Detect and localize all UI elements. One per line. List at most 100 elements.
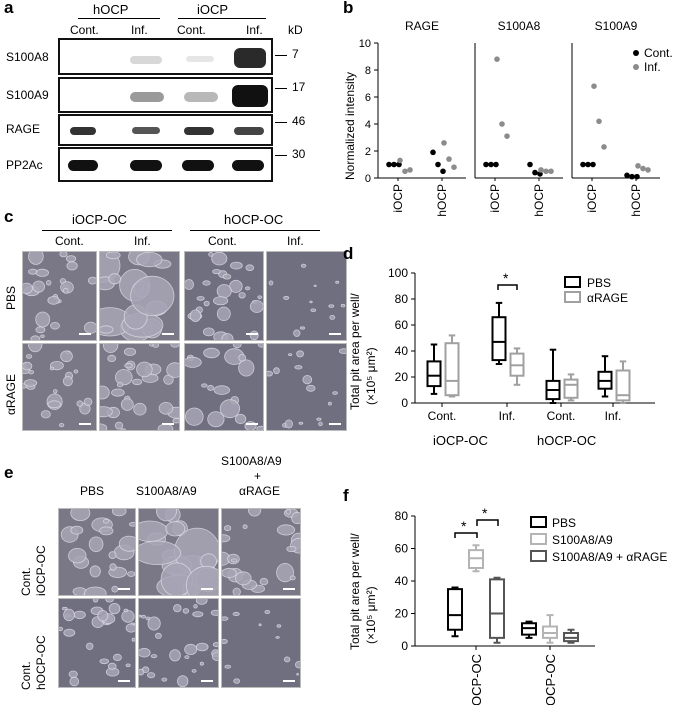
micrograph-texture bbox=[139, 509, 218, 595]
col-pbs-label: PBS bbox=[80, 484, 105, 498]
band bbox=[68, 160, 98, 171]
x-tick-label: iOCP-OC bbox=[469, 654, 484, 705]
data-point-inf bbox=[543, 168, 549, 175]
significance-bracket-1 bbox=[454, 532, 478, 538]
band bbox=[186, 56, 214, 62]
micrograph-texture bbox=[23, 252, 96, 340]
facet-title: S100A9 bbox=[595, 19, 638, 33]
legend-combo-swatch bbox=[530, 550, 547, 562]
data-point-inf bbox=[397, 157, 403, 164]
legend-s100-swatch bbox=[530, 533, 547, 545]
box-body bbox=[426, 360, 442, 388]
row-label-pp2ac: PP2Ac bbox=[6, 158, 43, 172]
y-tick-label: 0 bbox=[401, 396, 408, 410]
row-rage-label: αRAGE bbox=[4, 374, 18, 415]
band bbox=[232, 160, 264, 171]
data-point-inf bbox=[451, 164, 457, 170]
band bbox=[182, 160, 214, 171]
legend-pbs-swatch bbox=[564, 276, 581, 288]
kd-marker: 7 bbox=[292, 47, 299, 61]
band bbox=[130, 160, 162, 171]
y-tick-label: 6 bbox=[365, 92, 371, 104]
col-combo-label-2: + bbox=[254, 469, 262, 483]
kd-tick bbox=[275, 122, 287, 123]
data-point-inf bbox=[635, 163, 641, 169]
legend-pbs-swatch bbox=[530, 516, 547, 528]
box-body bbox=[444, 342, 460, 397]
data-point-inf bbox=[601, 144, 607, 150]
y-tick-label: 10 bbox=[359, 38, 371, 50]
micrograph-texture bbox=[267, 252, 346, 340]
data-point-cont bbox=[391, 161, 397, 168]
micrograph-texture bbox=[100, 344, 179, 430]
blot-s100a8 bbox=[58, 38, 273, 75]
box-body bbox=[489, 578, 505, 639]
x-tick-label: Cont. bbox=[547, 409, 576, 423]
row-label-rage: RAGE bbox=[6, 122, 41, 136]
band bbox=[132, 127, 160, 134]
micrograph-texture bbox=[222, 509, 300, 595]
data-point-inf bbox=[538, 167, 544, 173]
col-combo-label-3: αRAGE bbox=[239, 484, 280, 498]
data-point-cont bbox=[590, 161, 596, 168]
box-body bbox=[563, 378, 579, 399]
x-tick-label: iOCP bbox=[391, 184, 405, 213]
panel-d-ylabel-2: (×10⁵ μm²) bbox=[364, 347, 378, 405]
micrograph-texture bbox=[139, 599, 218, 687]
data-point-cont bbox=[493, 161, 499, 168]
data-point-cont bbox=[624, 172, 630, 179]
band bbox=[232, 85, 268, 107]
significance-bracket-2 bbox=[476, 519, 499, 526]
y-tick-label: 80 bbox=[395, 292, 409, 306]
blot-s100a9 bbox=[58, 77, 273, 113]
col-inf-2: Inf. bbox=[287, 234, 304, 248]
group-label-hocp-oc: hOCP-OC bbox=[537, 433, 596, 448]
micrograph-hocp-inf-pbs bbox=[266, 251, 347, 341]
panel-d-chart: Total pit area per well/ (×10⁵ μm²) 0 20 4… bbox=[348, 266, 655, 448]
micrograph-hocp-cont-rage bbox=[184, 343, 264, 431]
band bbox=[234, 127, 264, 135]
legend-rage-label: αRAGE bbox=[587, 291, 628, 305]
panel-a-label: a bbox=[4, 0, 14, 17]
panel-f-chart: Total pit area per well/ (×10⁵ μm²) 0 20 4… bbox=[348, 505, 667, 705]
lane-label-cont-1: Cont. bbox=[70, 23, 99, 37]
group-line bbox=[190, 230, 320, 231]
panel-e-label: e bbox=[4, 463, 14, 482]
row2-label-a: Cont. bbox=[19, 661, 33, 690]
lane-label-cont-2: Cont. bbox=[177, 23, 206, 37]
y-tick-label: 60 bbox=[395, 542, 409, 556]
legend-cont-marker bbox=[633, 50, 639, 56]
data-point-cont bbox=[435, 161, 441, 168]
panel-f-label: f bbox=[343, 486, 349, 505]
band bbox=[184, 92, 218, 102]
lane-label-inf-1: Inf. bbox=[131, 23, 148, 37]
legend-pbs-label: PBS bbox=[552, 516, 576, 530]
panel-d-ylabel-1: Total pit area per well/ bbox=[348, 293, 362, 410]
data-point-inf bbox=[591, 83, 597, 89]
col-inf-1: Inf. bbox=[134, 234, 151, 248]
x-tick-label: Inf. bbox=[499, 409, 516, 423]
hocp-group-line bbox=[78, 18, 160, 19]
micrograph-hocp-s100 bbox=[138, 598, 219, 688]
panel-c-label: c bbox=[4, 207, 14, 226]
x-tick-label: iOCP bbox=[488, 184, 502, 213]
kd-marker: 17 bbox=[292, 80, 306, 94]
significance-star: * bbox=[503, 270, 509, 286]
y-tick-label: 0 bbox=[401, 639, 408, 653]
data-point-cont bbox=[488, 161, 494, 168]
group-line bbox=[42, 230, 172, 231]
legend-combo-label: S100A8/A9 + αRAGE bbox=[552, 550, 667, 564]
x-tick-label: hOCP bbox=[532, 184, 546, 217]
x-tick-label: hOCP bbox=[629, 184, 643, 217]
legend-rage-swatch bbox=[564, 291, 581, 303]
iocp-group-label: iOCP bbox=[197, 2, 229, 17]
micrograph-iocp-combo bbox=[221, 508, 301, 596]
y-tick-label: 8 bbox=[365, 65, 371, 77]
micrograph-texture bbox=[100, 252, 179, 340]
data-point-cont bbox=[386, 161, 392, 168]
band bbox=[70, 127, 96, 135]
row-pbs-label: PBS bbox=[4, 285, 18, 310]
legend-pbs-label: PBS bbox=[587, 276, 611, 290]
micrograph-texture bbox=[185, 344, 263, 430]
